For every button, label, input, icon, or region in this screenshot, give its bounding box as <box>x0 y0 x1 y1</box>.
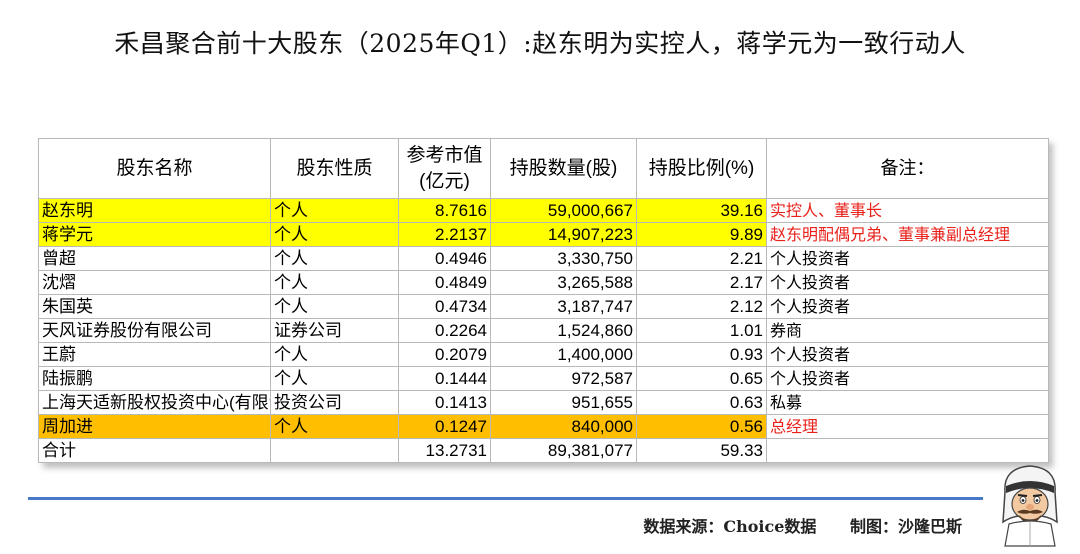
cell-market-value: 0.1247 <box>398 414 491 439</box>
cell-note: 实控人、董事长 <box>766 198 1049 223</box>
cell-shareholder-name: 王蔚 <box>38 342 271 367</box>
cell-shareholder-name: 沈熠 <box>38 270 271 295</box>
cell-shareholder-type <box>270 438 399 463</box>
cell-share-ratio: 0.65 <box>636 366 767 391</box>
cell-shareholder-type: 个人 <box>270 270 399 295</box>
cell-shareholder-name: 蒋学元 <box>38 222 271 247</box>
footer-divider <box>28 497 983 500</box>
cell-share-ratio: 9.89 <box>636 222 767 247</box>
cell-market-value: 2.2137 <box>398 222 491 247</box>
cell-shareholder-type: 证券公司 <box>270 318 399 343</box>
cell-share-count: 1,524,860 <box>490 318 637 343</box>
cell-share-count: 14,907,223 <box>490 222 637 247</box>
cell-shareholder-type: 个人 <box>270 246 399 271</box>
header-value: 参考市值 (亿元) <box>398 138 491 199</box>
cell-shareholder-name: 合计 <box>38 438 271 463</box>
cell-share-ratio: 1.01 <box>636 318 767 343</box>
cell-note: 总经理 <box>766 414 1049 439</box>
footer: 数据来源：Choice数据 制图：沙隆巴斯 <box>643 513 962 537</box>
cell-note: 个人投资者 <box>766 294 1049 319</box>
cell-share-ratio: 0.56 <box>636 414 767 439</box>
cell-shareholder-name: 曾超 <box>38 246 271 271</box>
table-row: 周加进 个人 0.1247 840,000 0.56 总经理 <box>38 414 1049 439</box>
table-row: 天风证券股份有限公司 证券公司 0.2264 1,524,860 1.01 券商 <box>38 318 1049 343</box>
cell-market-value: 13.2731 <box>398 438 491 463</box>
cell-note: 私募 <box>766 390 1049 415</box>
cell-shareholder-name: 朱国英 <box>38 294 271 319</box>
cell-market-value: 0.4946 <box>398 246 491 271</box>
cell-shareholder-type: 个人 <box>270 198 399 223</box>
table-row: 朱国英 个人 0.4734 3,187,747 2.12 个人投资者 <box>38 294 1049 319</box>
cell-share-count: 3,330,750 <box>490 246 637 271</box>
cell-share-count: 1,400,000 <box>490 342 637 367</box>
cell-share-ratio: 0.63 <box>636 390 767 415</box>
cell-market-value: 0.4849 <box>398 270 491 295</box>
cell-market-value: 8.7616 <box>398 198 491 223</box>
cell-shareholder-type: 个人 <box>270 342 399 367</box>
table-row: 王蔚 个人 0.2079 1,400,000 0.93 个人投资者 <box>38 342 1049 367</box>
page-title: 禾昌聚合前十大股东（2025年Q1）:赵东明为实控人，蒋学元为一致行动人 <box>114 29 966 58</box>
cell-note <box>766 438 1049 463</box>
shareholder-table-container: 股东名称 股东性质 参考市值 (亿元) 持股数量(股) 持股比例(%) 备注： … <box>38 138 1049 463</box>
data-source: 数据来源：Choice数据 <box>643 517 817 536</box>
cell-shareholder-type: 个人 <box>270 366 399 391</box>
cell-note: 个人投资者 <box>766 366 1049 391</box>
table-row: 陆振鹏 个人 0.1444 972,587 0.65 个人投资者 <box>38 366 1049 391</box>
cell-market-value: 0.2264 <box>398 318 491 343</box>
cell-note: 个人投资者 <box>766 270 1049 295</box>
cell-share-ratio: 2.21 <box>636 246 767 271</box>
table-row: 沈熠 个人 0.4849 3,265,588 2.17 个人投资者 <box>38 270 1049 295</box>
cell-share-ratio: 2.17 <box>636 270 767 295</box>
cell-market-value: 0.2079 <box>398 342 491 367</box>
cell-share-count: 3,265,588 <box>490 270 637 295</box>
header-shares: 持股数量(股) <box>490 138 637 199</box>
cell-share-count: 951,655 <box>490 390 637 415</box>
cell-note: 个人投资者 <box>766 246 1049 271</box>
cell-share-count: 3,187,747 <box>490 294 637 319</box>
cell-shareholder-name: 天风证券股份有限公司 <box>38 318 271 343</box>
cell-market-value: 0.1444 <box>398 366 491 391</box>
table-row: 蒋学元 个人 2.2137 14,907,223 9.89 赵东明配偶兄弟、董事兼副总经理 <box>38 222 1049 247</box>
cell-share-ratio: 0.93 <box>636 342 767 367</box>
table-row: 曾超 个人 0.4946 3,330,750 2.21 个人投资者 <box>38 246 1049 271</box>
cell-market-value: 0.1413 <box>398 390 491 415</box>
header-ratio: 持股比例(%) <box>636 138 767 199</box>
cell-share-count: 972,587 <box>490 366 637 391</box>
table-body: 赵东明 个人 8.7616 59,000,667 39.16 实控人、董事长 蒋学元 个人 2.… <box>38 198 1049 463</box>
cell-note: 个人投资者 <box>766 342 1049 367</box>
table-row: 赵东明 个人 8.7616 59,000,667 39.16 实控人、董事长 <box>38 198 1049 223</box>
header-name: 股东名称 <box>38 138 271 199</box>
header-type: 股东性质 <box>270 138 399 199</box>
cell-note: 赵东明配偶兄弟、董事兼副总经理 <box>766 222 1049 247</box>
cell-shareholder-name: 周加进 <box>38 414 271 439</box>
cell-shareholder-name: 上海天适新股权投资中心(有限合伙) <box>38 390 271 415</box>
cell-share-ratio: 39.16 <box>636 198 767 223</box>
cell-share-count: 59,000,667 <box>490 198 637 223</box>
cell-shareholder-type: 个人 <box>270 294 399 319</box>
cartoon-character-icon <box>1002 465 1058 547</box>
cell-note: 券商 <box>766 318 1049 343</box>
cell-share-count: 840,000 <box>490 414 637 439</box>
cell-shareholder-name: 赵东明 <box>38 198 271 223</box>
cell-shareholder-name: 陆振鹏 <box>38 366 271 391</box>
cell-shareholder-type: 个人 <box>270 414 399 439</box>
cell-shareholder-type: 个人 <box>270 222 399 247</box>
header-note: 备注： <box>766 138 1049 199</box>
cell-share-ratio: 2.12 <box>636 294 767 319</box>
cell-share-ratio: 59.33 <box>636 438 767 463</box>
chart-author: 制图：沙隆巴斯 <box>849 517 962 536</box>
cell-shareholder-type: 投资公司 <box>270 390 399 415</box>
table-row: 合计 13.2731 89,381,077 59.33 <box>38 438 1049 463</box>
cell-share-count: 89,381,077 <box>490 438 637 463</box>
cell-market-value: 0.4734 <box>398 294 491 319</box>
table-header-row: 股东名称 股东性质 参考市值 (亿元) 持股数量(股) 持股比例(%) 备注： <box>38 138 1049 199</box>
shareholder-table: 股东名称 股东性质 参考市值 (亿元) 持股数量(股) 持股比例(%) 备注： … <box>38 138 1049 463</box>
